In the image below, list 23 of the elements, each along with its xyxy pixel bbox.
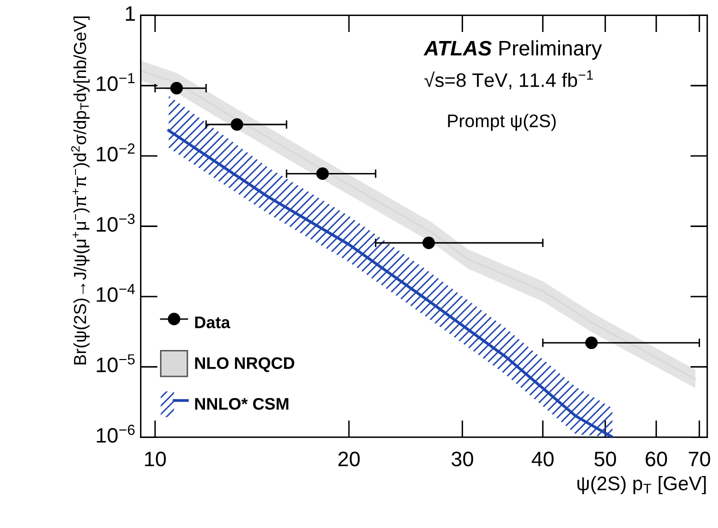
legend-label: NNLO* CSM	[195, 398, 288, 410]
text: Br(ψ(2S)→J/ψ(μ$^{+}$μ$^{−}$)π$^{+}$π$^{−}$)d$^{2}$σ/dp$_{T}$dy[nb/GeV]	[71, 16, 90, 364]
legend-label: Data	[195, 316, 230, 328]
x-tick-label: 70	[688, 452, 710, 466]
x-tick-label: 20	[338, 452, 360, 466]
x-tick-label: 50	[594, 452, 616, 466]
annotation: Preliminary	[499, 40, 602, 60]
x-tick-label: 10	[145, 452, 166, 466]
y-tick-label: 10$^{−6}$	[96, 424, 135, 443]
x-tick-label: 30	[452, 452, 474, 466]
y-tick-label: 1	[126, 6, 135, 21]
annotation: √s=8 TeV, 11.4 fb$^{−1}$	[424, 70, 593, 90]
annotation: Prompt ψ(2S)	[448, 114, 556, 131]
y-tick-label: 10$^{−2}$	[96, 143, 134, 162]
x-axis-title: ψ(2S) p$_{T}$ [GeV]	[577, 476, 706, 494]
y-tick-label: 10$^{−5}$	[96, 354, 135, 372]
legend-label: NLO NRQCD	[195, 357, 294, 372]
y-tick-label: 10$^{−4}$	[96, 284, 135, 302]
annotation: ATLAS	[424, 40, 492, 56]
y-tick-label: 10$^{−3}$	[96, 214, 135, 232]
x-tick-label: 40	[532, 452, 554, 466]
y-tick-label: 10$^{−1}$	[96, 73, 135, 92]
x-tick-label: 60	[646, 452, 668, 466]
